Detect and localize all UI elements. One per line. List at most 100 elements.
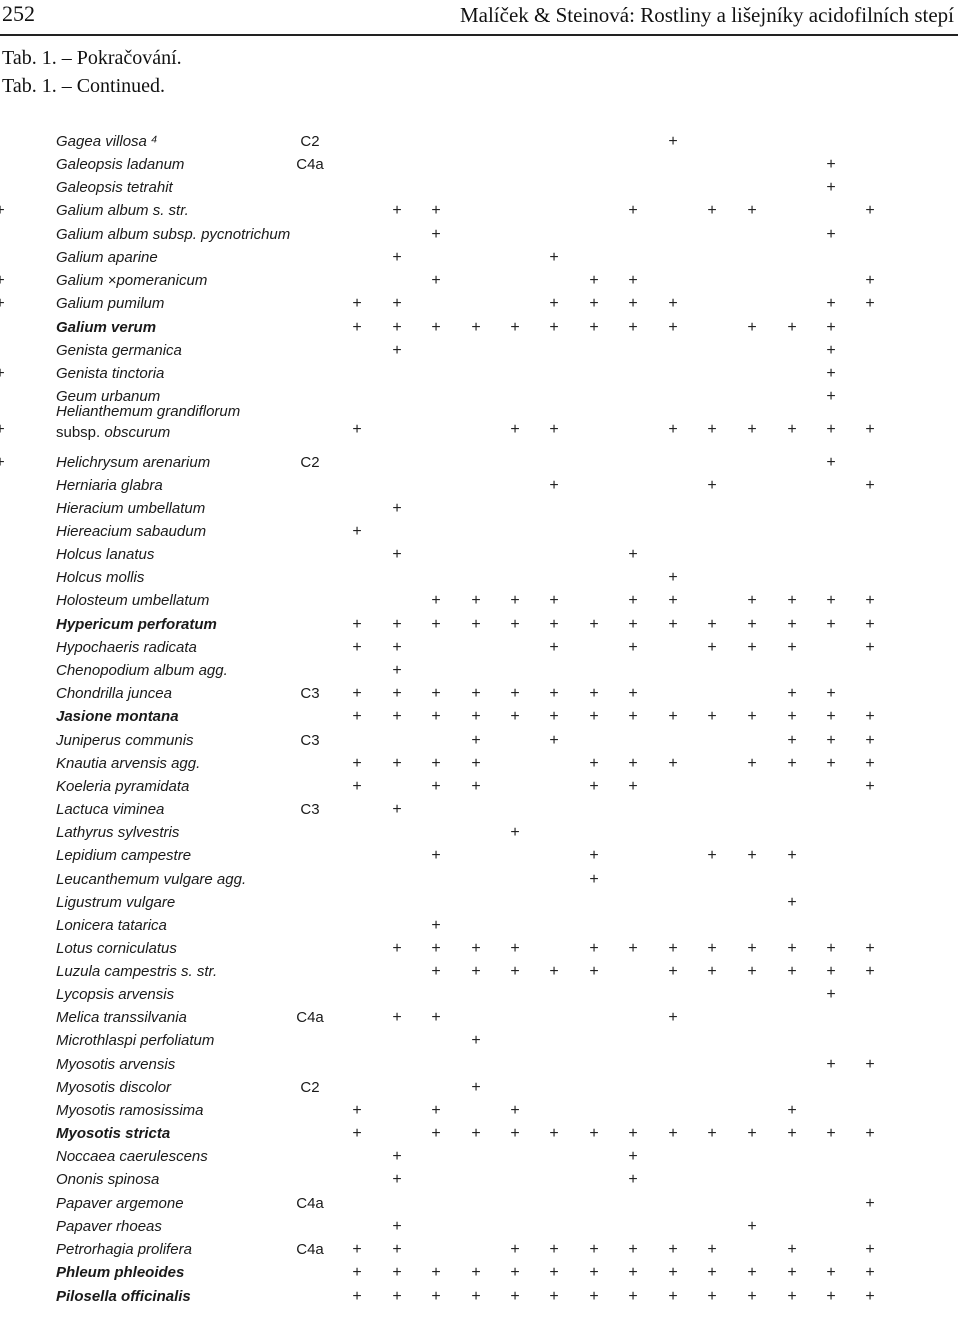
- presence-mark: +: [865, 708, 875, 725]
- species-name: Microthlaspi perfoliatum: [56, 1032, 215, 1049]
- presence-mark: +: [787, 1241, 797, 1258]
- presence-mark: +: [628, 1241, 638, 1258]
- table-row: Lactuca viminea C3 +: [0, 801, 960, 824]
- presence-mark: +: [471, 319, 481, 336]
- table-row: Galium album subsp. pycnotrichum + +: [0, 226, 960, 249]
- presence-mark: +: [589, 319, 599, 336]
- presence-mark: +: [471, 1264, 481, 1281]
- presence-mark: +: [826, 963, 836, 980]
- presence-mark: +: [865, 1125, 875, 1142]
- table-row: Lycopsis arvensis +: [0, 986, 960, 1009]
- presence-mark: +: [747, 1218, 757, 1235]
- presence-mark: +: [589, 940, 599, 957]
- table-row: Leucanthemum vulgare agg. +: [0, 871, 960, 894]
- presence-mark: +: [787, 1102, 797, 1119]
- presence-mark: +: [510, 1264, 520, 1281]
- table-row: Helianthemum grandiflorum subsp. obscurum…: [0, 403, 960, 444]
- table-row: Microthlaspi perfoliatum +: [0, 1032, 960, 1055]
- species-name: Galeopsis ladanum: [56, 156, 185, 173]
- presence-mark: +: [707, 940, 717, 957]
- presence-mark: +: [392, 685, 402, 702]
- presence-mark: +: [628, 1125, 638, 1142]
- species-name: Papaver rhoeas: [56, 1218, 162, 1235]
- species-name: Myosotis ramosissima: [56, 1102, 204, 1119]
- table-row: Myosotis ramosissima + + + +: [0, 1102, 960, 1125]
- presence-mark: +: [707, 708, 717, 725]
- species-name: Lepidium campestre: [56, 847, 192, 864]
- presence-mark: +: [628, 685, 638, 702]
- table-row: Pilosella officinalis + + + + + + + + + + + + + +: [0, 1288, 960, 1311]
- presence-mark: +: [826, 1264, 836, 1281]
- presence-mark: +: [707, 616, 717, 633]
- presence-mark: +: [431, 755, 441, 772]
- table-row: Chondrilla juncea C3 + + + + + + + + + +: [0, 685, 960, 708]
- presence-mark: +: [668, 708, 678, 725]
- species-name: Noccaea caerulescens: [56, 1148, 208, 1165]
- presence-mark: +: [628, 1288, 638, 1305]
- presence-mark: +: [392, 801, 402, 818]
- table-row: Galium pumilum + + + + + + + + +: [0, 295, 960, 318]
- presence-mark: +: [431, 847, 441, 864]
- presence-mark: +: [747, 1125, 757, 1142]
- presence-mark: +: [471, 940, 481, 957]
- presence-mark: +: [589, 1241, 599, 1258]
- table-row: Holcus lanatus + +: [0, 546, 960, 569]
- presence-mark: +: [589, 708, 599, 725]
- presence-mark: +: [471, 616, 481, 633]
- presence-mark: +: [865, 202, 875, 219]
- table-row: Petrorhagia prolifera C4a + + + + + + + + + +: [0, 1241, 960, 1264]
- presence-mark: +: [352, 1102, 362, 1119]
- presence-mark: +: [431, 708, 441, 725]
- table-row: Papaver rhoeas + +: [0, 1218, 960, 1241]
- presence-mark: +: [826, 940, 836, 957]
- species-name: Pilosella officinalis: [56, 1288, 191, 1305]
- table-row: Juniperus communis C3 + + + + +: [0, 732, 960, 755]
- presence-mark: +: [471, 963, 481, 980]
- presence-mark: +: [747, 616, 757, 633]
- red-list-category: C4a: [296, 1241, 324, 1258]
- presence-mark: +: [471, 592, 481, 609]
- presence-mark: +: [628, 708, 638, 725]
- species-name: Phleum phleoides: [56, 1264, 185, 1281]
- species-name: Leucanthemum vulgare agg.: [56, 871, 247, 888]
- species-name: Juniperus communis: [56, 732, 194, 749]
- presence-mark: +: [392, 342, 402, 359]
- species-name: Melica transsilvania: [56, 1009, 187, 1026]
- species-name: Myosotis arvensis: [56, 1056, 176, 1073]
- presence-mark: +: [392, 1241, 402, 1258]
- presence-mark: +: [747, 940, 757, 957]
- presence-mark: +: [392, 662, 402, 679]
- table-row: Galium album s. str. + + + + + + +: [0, 202, 960, 225]
- presence-mark: +: [0, 202, 5, 219]
- presence-mark: +: [707, 202, 717, 219]
- presence-mark: +: [707, 477, 717, 494]
- presence-mark: +: [747, 202, 757, 219]
- presence-mark: +: [668, 1288, 678, 1305]
- presence-mark: +: [826, 156, 836, 173]
- presence-mark: +: [707, 1241, 717, 1258]
- presence-mark: +: [826, 685, 836, 702]
- presence-mark: +: [352, 1288, 362, 1305]
- presence-mark: +: [392, 295, 402, 312]
- presence-mark: +: [589, 1264, 599, 1281]
- presence-mark: +: [471, 732, 481, 749]
- presence-mark: +: [787, 963, 797, 980]
- table-row: Genista tinctoria + +: [0, 365, 960, 388]
- table-row: Galeopsis tetrahit +: [0, 179, 960, 202]
- presence-mark: +: [589, 847, 599, 864]
- red-list-category: C3: [300, 685, 320, 702]
- presence-mark: +: [471, 755, 481, 772]
- presence-mark: +: [471, 1079, 481, 1096]
- species-name: Galium ×pomeranicum: [56, 272, 208, 289]
- presence-mark: +: [668, 940, 678, 957]
- species-name: Hieracium umbellatum: [56, 500, 206, 517]
- presence-mark: +: [668, 755, 678, 772]
- presence-mark: +: [392, 202, 402, 219]
- table-caption-czech: Tab. 1. – Pokračování.: [2, 47, 182, 69]
- table-row: Lathyrus sylvestris +: [0, 824, 960, 847]
- presence-mark: +: [510, 1288, 520, 1305]
- presence-mark: +: [431, 1125, 441, 1142]
- presence-mark: +: [589, 685, 599, 702]
- presence-mark: +: [707, 1125, 717, 1142]
- presence-mark: +: [628, 272, 638, 289]
